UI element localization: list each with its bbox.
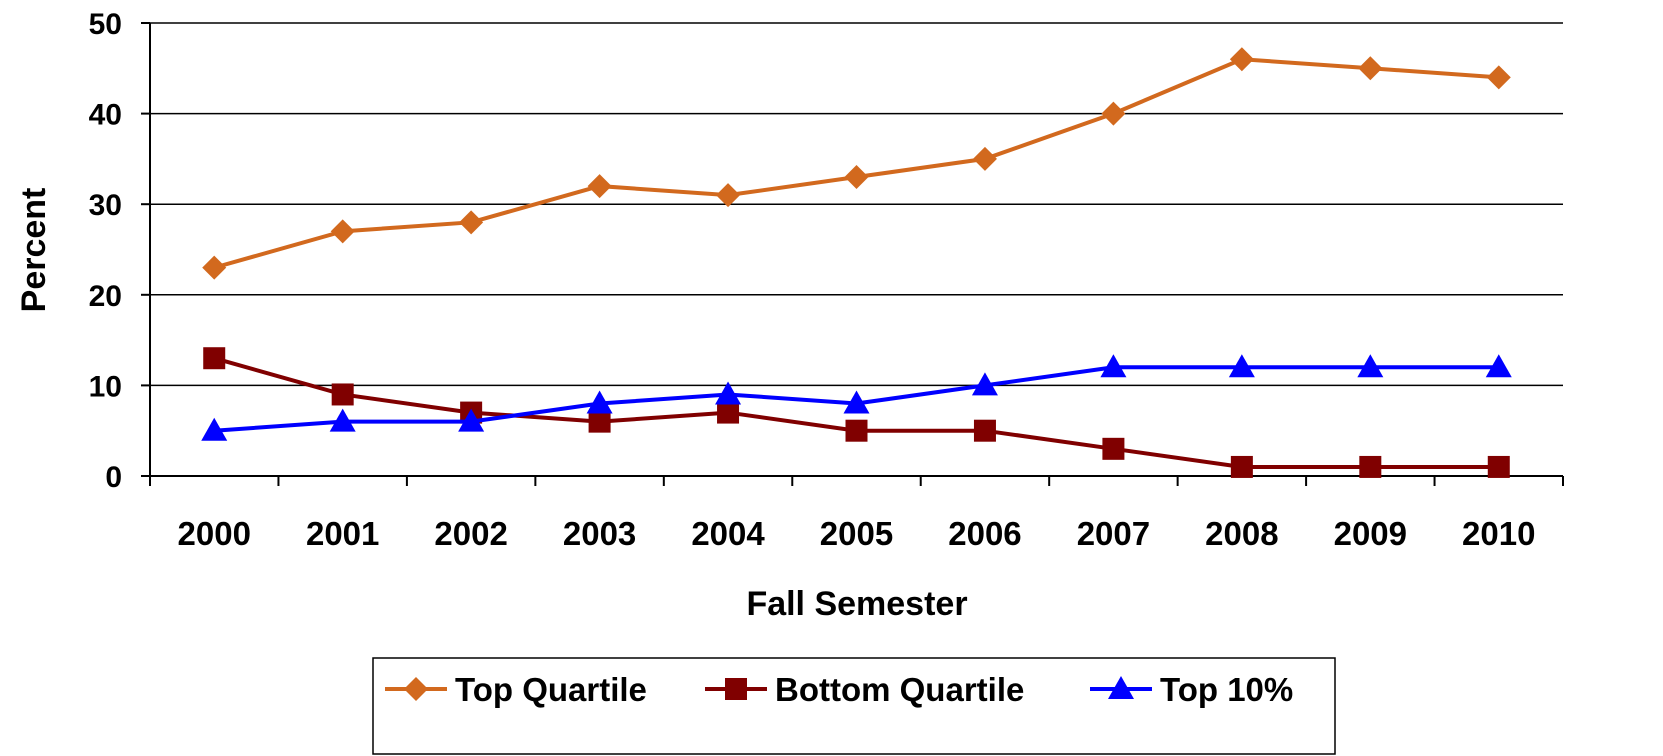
- x-tick-label: 2005: [820, 515, 893, 552]
- data-point: [1102, 437, 1125, 460]
- axes: [141, 22, 1564, 486]
- data-point: [845, 419, 868, 442]
- y-tick-label: 10: [89, 370, 122, 403]
- data-point: [715, 381, 742, 405]
- legend-marker: [404, 677, 428, 701]
- data-point: [459, 210, 484, 235]
- data-point: [201, 417, 228, 441]
- legend: Top Quartile Bottom Quartile Top 10%: [372, 657, 1336, 755]
- data-point: [331, 383, 354, 406]
- y-axis-title: Percent: [15, 188, 53, 313]
- y-tick-label: 0: [105, 461, 122, 494]
- legend-marker: [725, 678, 747, 700]
- data-point: [1486, 65, 1511, 90]
- x-axis-title: Fall Semester: [746, 585, 967, 623]
- y-tick-label: 40: [89, 99, 122, 132]
- data-point: [717, 401, 740, 424]
- data-point: [203, 347, 226, 370]
- data-point: [1100, 354, 1127, 378]
- legend-label: Bottom Quartile: [775, 671, 1024, 708]
- y-tick-label: 20: [89, 280, 122, 313]
- data-point: [458, 408, 485, 432]
- data-point: [329, 408, 356, 432]
- data-point: [587, 174, 612, 199]
- legend-item: Top Quartile: [385, 671, 647, 708]
- data-point: [1228, 354, 1255, 378]
- data-point: [843, 390, 870, 414]
- data-point: [588, 410, 611, 433]
- x-tick-label: 2001: [306, 515, 379, 552]
- data-point: [971, 372, 998, 396]
- data-point: [1359, 455, 1382, 478]
- data-point: [973, 419, 996, 442]
- legend-box: [372, 657, 1336, 755]
- y-tick-label: 50: [89, 8, 122, 41]
- data-point: [330, 219, 355, 244]
- legend-item: Top 10%: [1090, 671, 1293, 708]
- data-point: [844, 165, 869, 190]
- x-tick-label: 2010: [1462, 515, 1535, 552]
- data-point: [1357, 354, 1384, 378]
- data-point: [1358, 56, 1383, 81]
- x-tick-label: 2008: [1205, 515, 1278, 552]
- data-point: [716, 183, 741, 208]
- data-point: [202, 255, 227, 280]
- data-point: [1101, 101, 1126, 126]
- data-point: [1485, 354, 1512, 378]
- x-tick-label: 2002: [434, 515, 507, 552]
- series-0: [202, 47, 1511, 280]
- x-tick-labels: 2000 2001 2002 2003 2004 2005 2006 2007 2008 2009…: [178, 515, 1536, 552]
- data-point: [1487, 455, 1510, 478]
- legend-item: Bottom Quartile: [705, 671, 1024, 708]
- data-point: [586, 390, 613, 414]
- data-point: [972, 146, 997, 171]
- x-tick-label: 2009: [1334, 515, 1407, 552]
- legend-label: Top Quartile: [455, 671, 647, 708]
- series-group: [201, 47, 1512, 478]
- data-point: [1229, 47, 1254, 72]
- x-tick-label: 2006: [948, 515, 1021, 552]
- x-tick-label: 2000: [178, 515, 251, 552]
- y-tick-label: 30: [89, 189, 122, 222]
- series-2: [201, 354, 1512, 441]
- data-point: [1230, 455, 1253, 478]
- series-line: [213, 57, 1499, 270]
- x-tick-label: 2003: [563, 515, 636, 552]
- x-tick-label: 2007: [1077, 515, 1150, 552]
- legend-label: Top 10%: [1160, 671, 1293, 708]
- series-1: [203, 347, 1510, 478]
- legend-marker: [1108, 676, 1134, 699]
- x-tick-label: 2004: [691, 515, 765, 552]
- y-tick-labels: 0 10 20 30 40 50: [89, 8, 122, 494]
